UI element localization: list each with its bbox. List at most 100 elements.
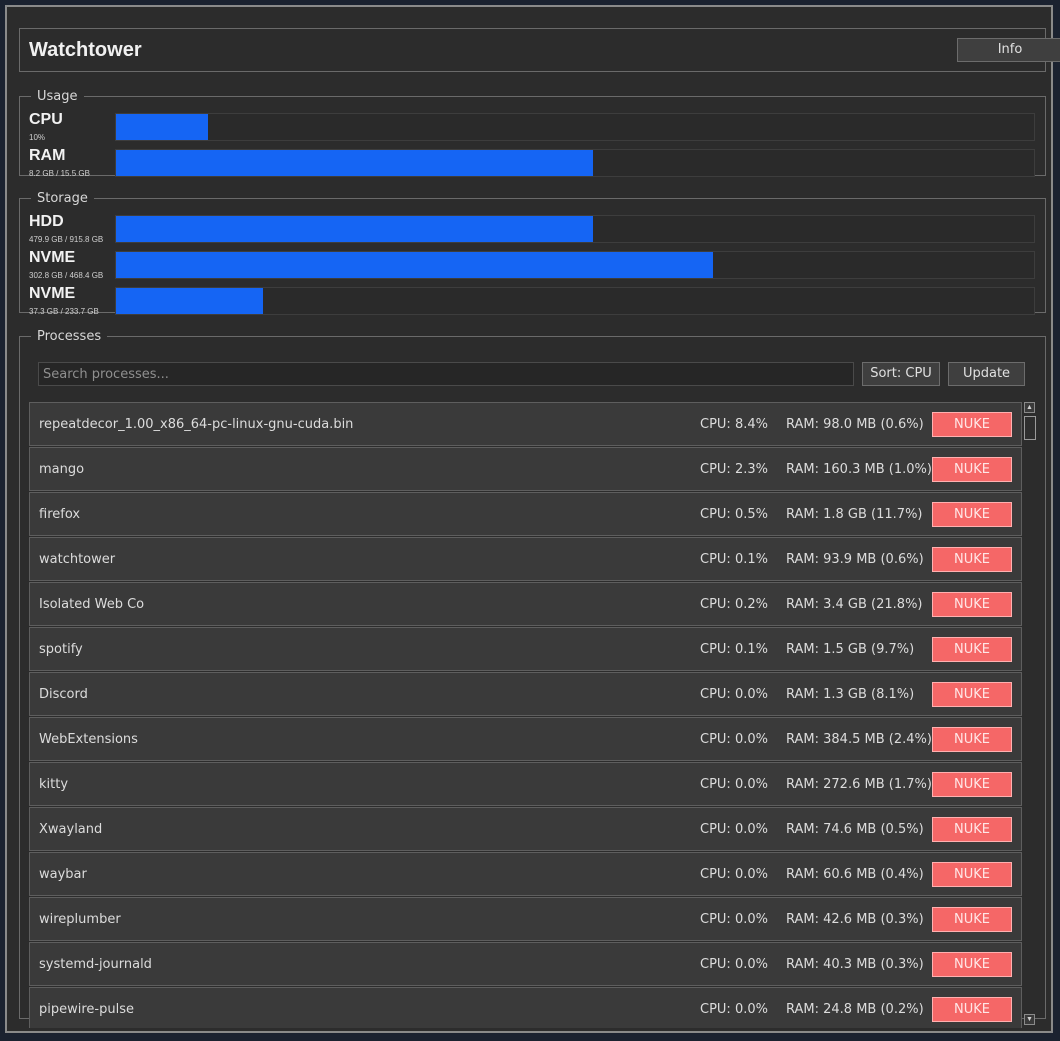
process-cpu: CPU: 0.0%: [700, 687, 768, 702]
process-cpu: CPU: 0.1%: [700, 552, 768, 567]
process-name: pipewire-pulse: [39, 1002, 134, 1017]
meter-track: [115, 215, 1035, 243]
process-ram: RAM: 98.0 MB (0.6%): [786, 417, 924, 432]
nuke-button[interactable]: NUKE: [932, 772, 1012, 797]
process-cpu: CPU: 2.3%: [700, 462, 768, 477]
meter-fill: [116, 288, 263, 314]
nvme-meter-2: NVME 37.3 GB / 233.7 GB: [29, 285, 1035, 318]
process-cpu: CPU: 0.0%: [700, 867, 768, 882]
nuke-button[interactable]: NUKE: [932, 907, 1012, 932]
nuke-button[interactable]: NUKE: [932, 592, 1012, 617]
nuke-button[interactable]: NUKE: [932, 412, 1012, 437]
process-cpu: CPU: 8.4%: [700, 417, 768, 432]
sort-button[interactable]: Sort: CPU: [862, 362, 940, 386]
app-window: Watchtower Info Usage CPU 10% RAM 8.2 GB…: [5, 5, 1060, 1033]
process-name: watchtower: [39, 552, 116, 567]
meter-detail: 479.9 GB / 915.8 GB: [29, 235, 104, 244]
process-row: wireplumber CPU: 0.0% RAM: 42.6 MB (0.3%) N…: [29, 897, 1022, 941]
meter-track: [115, 149, 1035, 177]
process-name: wireplumber: [39, 912, 121, 927]
app-title: Watchtower: [29, 39, 142, 61]
meter-detail: 8.2 GB / 15.5 GB: [29, 169, 90, 178]
process-cpu: CPU: 0.2%: [700, 597, 768, 612]
nvme-meter-1: NVME 302.8 GB / 468.4 GB: [29, 249, 1035, 282]
process-row: spotify CPU: 0.1% RAM: 1.5 GB (9.7%) NUKE: [29, 627, 1022, 671]
process-ram: RAM: 93.9 MB (0.6%): [786, 552, 924, 567]
process-cpu: CPU: 0.0%: [700, 1002, 768, 1017]
process-ram: RAM: 272.6 MB (1.7%): [786, 777, 932, 792]
meter-fill: [116, 150, 594, 176]
process-ram: RAM: 1.5 GB (9.7%): [786, 642, 915, 657]
process-scrollbar[interactable]: ▲ ▼: [1024, 402, 1036, 1028]
process-ram: RAM: 384.5 MB (2.4%): [786, 732, 932, 747]
nuke-button[interactable]: NUKE: [932, 637, 1012, 662]
process-cpu: CPU: 0.0%: [700, 732, 768, 747]
info-button[interactable]: Info: [957, 38, 1060, 62]
meter-track: [115, 287, 1035, 315]
meter-name: NVME: [29, 285, 76, 302]
process-row: watchtower CPU: 0.1% RAM: 93.9 MB (0.6%) NU…: [29, 537, 1022, 581]
nuke-button[interactable]: NUKE: [932, 727, 1012, 752]
meter-name: HDD: [29, 213, 64, 230]
search-input[interactable]: [38, 362, 854, 386]
nuke-button[interactable]: NUKE: [932, 682, 1012, 707]
process-row: firefox CPU: 0.5% RAM: 1.8 GB (11.7%) NUKE: [29, 492, 1022, 536]
process-name: Discord: [39, 687, 88, 702]
process-ram: RAM: 74.6 MB (0.5%): [786, 822, 924, 837]
process-name: firefox: [39, 507, 81, 522]
process-ram: RAM: 60.6 MB (0.4%): [786, 867, 924, 882]
nuke-button[interactable]: NUKE: [932, 502, 1012, 527]
process-cpu: CPU: 0.0%: [700, 777, 768, 792]
usage-group: Usage CPU 10% RAM 8.2 GB / 15.5 GB: [19, 89, 1046, 178]
process-name: repeatdecor_1.00_x86_64-pc-linux-gnu-cud…: [39, 417, 354, 432]
header-panel: Watchtower Info: [19, 28, 1060, 72]
meter-name: NVME: [29, 249, 76, 266]
meter-track: [115, 251, 1035, 279]
scroll-up-arrow-icon[interactable]: ▲: [1024, 402, 1035, 413]
process-ram: RAM: 3.4 GB (21.8%): [786, 597, 923, 612]
processes-legend: Processes: [37, 329, 102, 344]
process-cpu: CPU: 0.5%: [700, 507, 768, 522]
nuke-button[interactable]: NUKE: [932, 457, 1012, 482]
process-name: systemd-journald: [39, 957, 152, 972]
process-cpu: CPU: 0.1%: [700, 642, 768, 657]
process-row: systemd-journald CPU: 0.0% RAM: 40.3 MB (0…: [29, 942, 1022, 986]
nuke-button[interactable]: NUKE: [932, 952, 1012, 977]
process-ram: RAM: 160.3 MB (1.0%): [786, 462, 932, 477]
meter-detail: 10%: [29, 133, 46, 142]
process-ram: RAM: 40.3 MB (0.3%): [786, 957, 924, 972]
process-ram: RAM: 1.3 GB (8.1%): [786, 687, 915, 702]
process-name: Xwayland: [39, 822, 103, 837]
process-ram: RAM: 42.6 MB (0.3%): [786, 912, 924, 927]
scroll-thumb[interactable]: [1024, 416, 1036, 440]
nuke-button[interactable]: NUKE: [932, 547, 1012, 572]
meter-fill: [116, 114, 208, 140]
process-cpu: CPU: 0.0%: [700, 957, 768, 972]
meter-detail: 302.8 GB / 468.4 GB: [29, 271, 104, 280]
process-row: kitty CPU: 0.0% RAM: 272.6 MB (1.7%) NUKE: [29, 762, 1022, 806]
meter-track: [115, 113, 1035, 141]
meter-fill: [116, 252, 713, 278]
process-name: waybar: [39, 867, 87, 882]
nuke-button[interactable]: NUKE: [932, 862, 1012, 887]
meter-name: CPU: [29, 111, 63, 128]
storage-group: Storage HDD 479.9 GB / 915.8 GB NVME 302…: [19, 191, 1046, 316]
nuke-button[interactable]: NUKE: [932, 817, 1012, 842]
meter-detail: 37.3 GB / 233.7 GB: [29, 307, 99, 316]
process-row: Xwayland CPU: 0.0% RAM: 74.6 MB (0.5%) NUKE: [29, 807, 1022, 851]
nuke-button[interactable]: NUKE: [932, 997, 1012, 1022]
ram-meter: RAM 8.2 GB / 15.5 GB: [29, 147, 1035, 180]
process-row: pipewire-pulse CPU: 0.0% RAM: 24.8 MB (0.2…: [29, 987, 1022, 1028]
process-ram: RAM: 1.8 GB (11.7%): [786, 507, 923, 522]
process-name: mango: [39, 462, 85, 477]
process-row: Isolated Web Co CPU: 0.2% RAM: 3.4 GB (21.…: [29, 582, 1022, 626]
scroll-down-arrow-icon[interactable]: ▼: [1024, 1014, 1035, 1025]
cpu-meter: CPU 10%: [29, 111, 1035, 144]
process-cpu: CPU: 0.0%: [700, 912, 768, 927]
hdd-meter: HDD 479.9 GB / 915.8 GB: [29, 213, 1035, 246]
process-name: spotify: [39, 642, 83, 657]
process-row: Discord CPU: 0.0% RAM: 1.3 GB (8.1%) NUKE: [29, 672, 1022, 716]
usage-legend: Usage: [37, 89, 78, 104]
meter-fill: [116, 216, 594, 242]
update-button[interactable]: Update: [948, 362, 1025, 386]
